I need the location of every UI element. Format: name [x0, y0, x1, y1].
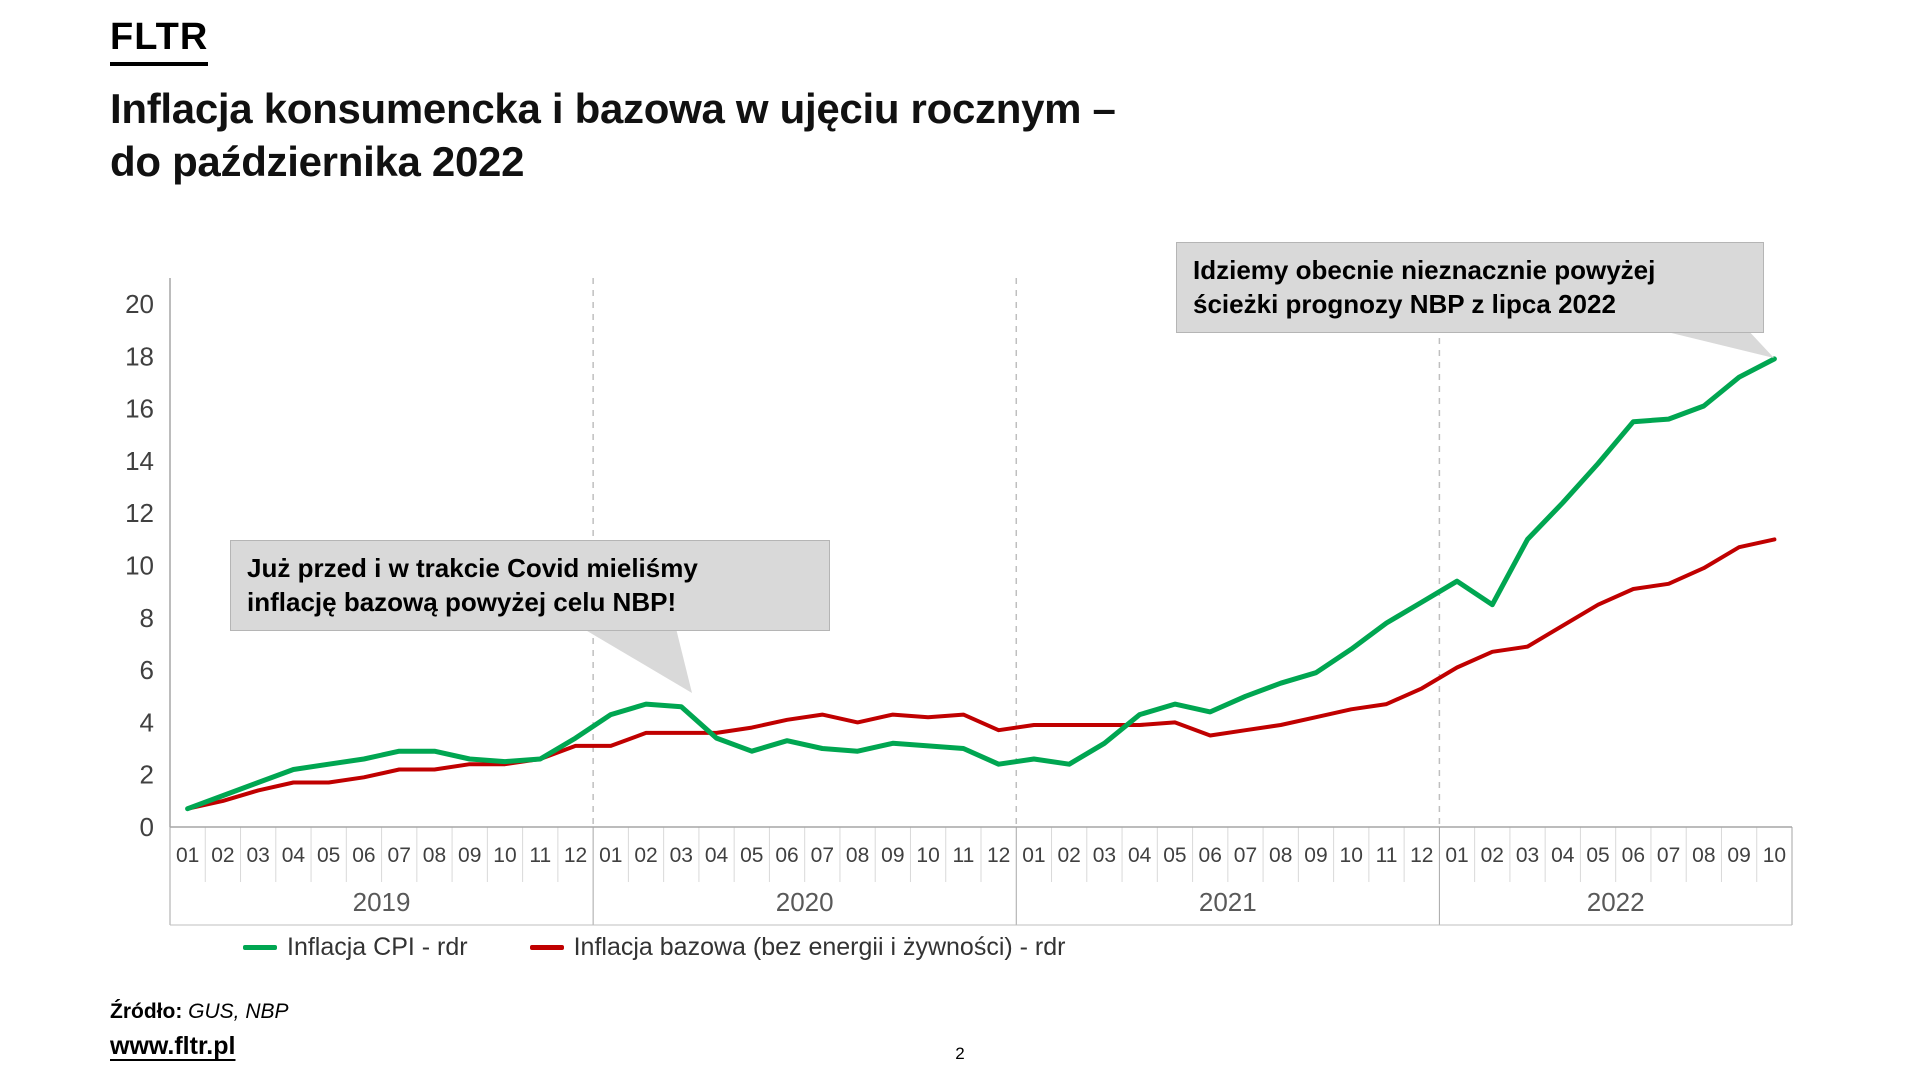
legend-label-cpi: Inflacja CPI - rdr	[287, 933, 468, 961]
month-label: 05	[740, 844, 763, 867]
y-axis-tick-label: 16	[125, 394, 154, 424]
month-label: 04	[1128, 844, 1152, 867]
page-title-line2: do października 2022	[110, 138, 525, 186]
month-label: 05	[1163, 844, 1186, 867]
month-label: 10	[916, 844, 939, 867]
y-axis-tick-label: 12	[125, 498, 154, 528]
callout-nbp-line1: Idziemy obecnie nieznacznie powyżej	[1193, 255, 1656, 285]
month-label: 04	[1551, 844, 1575, 867]
y-axis-tick-label: 20	[125, 289, 154, 319]
month-label: 08	[846, 844, 869, 867]
month-label: 01	[1445, 844, 1468, 867]
page-title-line1: Inflacja konsumencka i bazowa w ujęciu r…	[110, 85, 1116, 132]
month-label: 10	[493, 844, 516, 867]
y-axis-tick-label: 0	[140, 812, 154, 842]
month-label: 02	[1057, 844, 1080, 867]
month-label: 07	[811, 844, 834, 867]
month-label: 03	[246, 844, 269, 867]
y-axis-tick-label: 4	[140, 707, 154, 737]
series-line-0	[185, 356, 1777, 812]
month-label: 01	[1022, 844, 1045, 867]
month-label: 08	[423, 844, 446, 867]
month-label: 02	[1481, 844, 1504, 867]
month-label: 01	[599, 844, 622, 867]
month-label: 09	[881, 844, 904, 867]
legend-item-cpi: Inflacja CPI - rdr	[243, 933, 468, 962]
month-label: 11	[529, 844, 551, 867]
y-axis-tick-label: 18	[125, 341, 154, 371]
month-label: 11	[1376, 844, 1398, 867]
month-label: 10	[1763, 844, 1786, 867]
month-label: 12	[987, 844, 1010, 867]
month-label: 07	[1234, 844, 1257, 867]
month-label: 04	[282, 844, 306, 867]
callout-nbp-line2: ścieżki prognozy NBP z lipca 2022	[1193, 289, 1616, 320]
callout-covid: Już przed i w trakcie Covid mieliśmy inf…	[230, 540, 830, 631]
month-label: 09	[1304, 844, 1327, 867]
callout-covid-line1: Już przed i w trakcie Covid mieliśmy	[247, 553, 698, 583]
month-label: 03	[670, 844, 693, 867]
year-label: 2021	[1199, 887, 1257, 917]
month-label: 08	[1269, 844, 1292, 867]
month-label: 03	[1516, 844, 1539, 867]
y-axis-tick-label: 8	[140, 603, 154, 633]
source-value: GUS, NBP	[188, 1000, 289, 1023]
year-label: 2022	[1587, 887, 1645, 917]
month-label: 09	[458, 844, 481, 867]
legend-label-core: Inflacja bazowa (bez energii i żywności)…	[573, 933, 1066, 961]
month-label: 04	[705, 844, 729, 867]
legend-swatch-cpi-icon	[243, 945, 277, 950]
month-label: 06	[1622, 844, 1645, 867]
website-link[interactable]: www.fltr.pl	[110, 1032, 236, 1060]
legend-swatch-core-icon	[529, 945, 564, 950]
month-label: 11	[952, 844, 974, 867]
month-label: 01	[176, 844, 199, 867]
month-label: 08	[1692, 844, 1715, 867]
callout-covid-line2: inflację bazową powyżej celu NBP!	[247, 587, 677, 618]
y-axis-tick-label: 2	[140, 760, 154, 790]
y-axis-tick-label: 14	[125, 446, 154, 476]
month-label: 09	[1727, 844, 1750, 867]
month-label: 03	[1093, 844, 1116, 867]
month-label: 12	[564, 844, 587, 867]
callout-nbp: Idziemy obecnie nieznacznie powyżej ście…	[1176, 242, 1764, 333]
month-label: 06	[1199, 844, 1222, 867]
source-note: Źródło: GUS, NBP	[110, 1000, 289, 1024]
month-label: 07	[388, 844, 411, 867]
page-title: Inflacja konsumencka i bazowa w ujęciu r…	[110, 82, 1116, 189]
source-label: Źródło:	[110, 1000, 183, 1023]
month-label: 02	[211, 844, 234, 867]
month-label: 02	[634, 844, 657, 867]
year-label: 2019	[353, 887, 411, 917]
fltr-logo: FLTR	[110, 16, 209, 66]
year-label: 2020	[776, 887, 834, 917]
month-label: 05	[1586, 844, 1609, 867]
month-label: 05	[317, 844, 340, 867]
series-line-1	[185, 537, 1777, 811]
month-label: 06	[775, 844, 798, 867]
legend-item-core: Inflacja bazowa (bez energii i żywności)…	[529, 933, 1066, 962]
page-number: 2	[955, 1044, 965, 1063]
month-label: 10	[1340, 844, 1363, 867]
month-label: 12	[1410, 844, 1433, 867]
month-label: 07	[1657, 844, 1680, 867]
chart-legend: Inflacja CPI - rdr Inflacja bazowa (bez …	[243, 933, 1065, 962]
y-axis-tick-label: 10	[125, 551, 154, 581]
month-label: 06	[352, 844, 375, 867]
y-axis-tick-label: 6	[140, 655, 154, 685]
